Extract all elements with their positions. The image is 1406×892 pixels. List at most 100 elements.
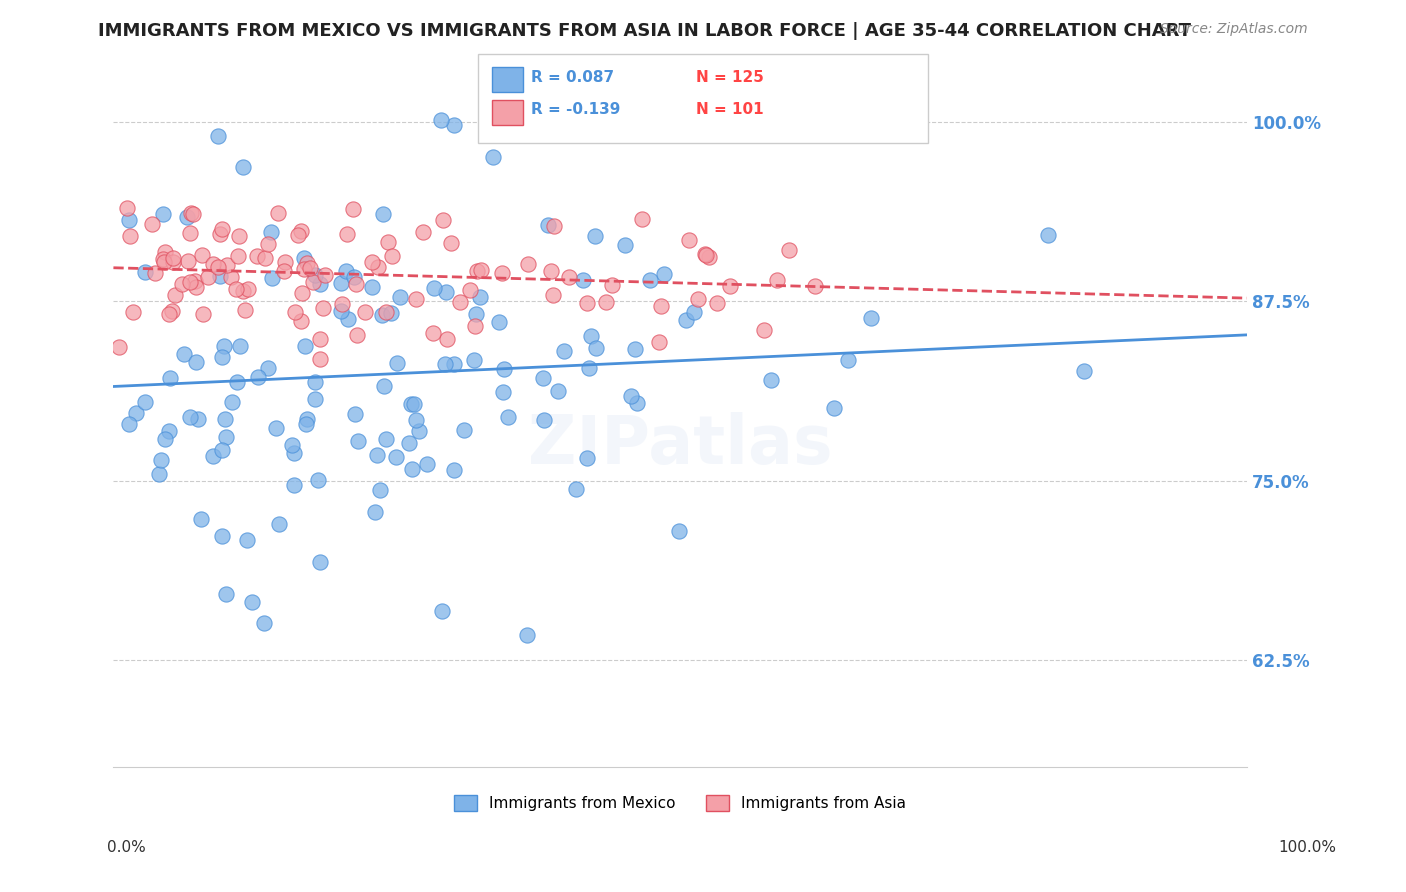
Immigrants from Mexico: [408, 424, 430, 438]
Text: R = -0.139: R = -0.139: [531, 103, 621, 117]
Immigrants from Mexico: [368, 483, 391, 497]
Immigrants from Asia: [346, 328, 368, 343]
Immigrants from Mexico: [371, 308, 394, 322]
Immigrants from Asia: [693, 246, 716, 260]
Immigrants from Asia: [299, 260, 322, 275]
Immigrants from Mexico: [572, 273, 595, 287]
Immigrants from Mexico: [564, 483, 586, 497]
Immigrants from Mexico: [531, 371, 554, 385]
Immigrants from Mexico: [264, 421, 287, 435]
Immigrants from Mexico: [430, 112, 453, 127]
Immigrants from Mexico: [576, 450, 599, 465]
Immigrants from Asia: [232, 284, 254, 298]
Immigrants from Mexico: [399, 397, 422, 411]
Immigrants from Mexico: [229, 339, 252, 353]
Immigrants from Mexico: [283, 478, 305, 492]
Immigrants from Asia: [308, 352, 330, 367]
Immigrants from Mexico: [335, 264, 357, 278]
Immigrants from Mexico: [125, 406, 148, 420]
Immigrants from Mexico: [269, 517, 291, 532]
Text: N = 125: N = 125: [696, 70, 763, 85]
Immigrants from Mexico: [214, 339, 236, 353]
Immigrants from Mexico: [221, 395, 243, 409]
Immigrants from Asia: [170, 277, 193, 292]
Immigrants from Asia: [207, 260, 229, 274]
Immigrants from Mexico: [152, 207, 174, 221]
Immigrants from Asia: [287, 227, 309, 242]
Immigrants from Mexico: [292, 251, 315, 265]
Immigrants from Asia: [176, 253, 198, 268]
Immigrants from Mexico: [640, 272, 662, 286]
Immigrants from Mexico: [215, 430, 238, 444]
Immigrants from Mexico: [215, 587, 238, 601]
Immigrants from Asia: [228, 229, 250, 244]
Immigrants from Mexico: [443, 357, 465, 371]
Immigrants from Mexico: [134, 394, 156, 409]
Immigrants from Mexico: [398, 436, 420, 450]
Immigrants from Asia: [273, 254, 295, 268]
Text: IMMIGRANTS FROM MEXICO VS IMMIGRANTS FROM ASIA IN LABOR FORCE | AGE 35-44 CORREL: IMMIGRANTS FROM MEXICO VS IMMIGRANTS FRO…: [98, 22, 1191, 40]
Immigrants from Mexico: [118, 212, 141, 227]
Immigrants from Asia: [257, 237, 280, 252]
Immigrants from Asia: [765, 273, 787, 287]
Immigrants from Mexico: [402, 397, 425, 411]
Immigrants from Mexico: [343, 407, 366, 421]
Immigrants from Mexico: [430, 603, 453, 617]
Immigrants from Mexico: [683, 305, 706, 319]
Immigrants from Mexico: [148, 467, 170, 482]
Immigrants from Asia: [117, 201, 139, 215]
Immigrants from Mexico: [553, 343, 575, 358]
Immigrants from Asia: [706, 296, 728, 310]
Immigrants from Asia: [336, 227, 359, 242]
Immigrants from Asia: [342, 202, 364, 216]
Immigrants from Mexico: [387, 356, 409, 370]
Immigrants from Asia: [543, 288, 565, 302]
Immigrants from Mexico: [465, 306, 488, 320]
Immigrants from Asia: [162, 252, 184, 266]
Immigrants from Mexico: [364, 505, 387, 519]
Immigrants from Asia: [465, 264, 488, 278]
Immigrants from Mexico: [157, 425, 180, 439]
Immigrants from Mexico: [373, 379, 395, 393]
Immigrants from Asia: [162, 255, 184, 269]
Immigrants from Mexico: [872, 101, 894, 115]
Immigrants from Mexico: [225, 375, 247, 389]
Immigrants from Asia: [179, 276, 201, 290]
Immigrants from Asia: [595, 295, 617, 310]
Immigrants from Mexico: [118, 417, 141, 432]
Immigrants from Mexico: [343, 269, 366, 284]
Immigrants from Asia: [157, 308, 180, 322]
Immigrants from Mexico: [211, 529, 233, 543]
Immigrants from Mexico: [375, 432, 398, 446]
Immigrants from Mexico: [492, 385, 515, 400]
Immigrants from Mexico: [201, 449, 224, 463]
Immigrants from Asia: [412, 226, 434, 240]
Immigrants from Asia: [202, 257, 225, 271]
Immigrants from Mexico: [159, 371, 181, 385]
Immigrants from Asia: [292, 261, 315, 276]
Immigrants from Mexico: [583, 229, 606, 244]
Immigrants from Asia: [803, 279, 825, 293]
Immigrants from Mexico: [242, 595, 264, 609]
Immigrants from Mexico: [134, 265, 156, 279]
Immigrants from Mexico: [516, 628, 538, 642]
Immigrants from Asia: [163, 288, 186, 302]
Immigrants from Asia: [217, 258, 239, 272]
Immigrants from Mexico: [581, 329, 603, 343]
Immigrants from Asia: [238, 282, 260, 296]
Text: R = 0.087: R = 0.087: [531, 70, 614, 85]
Immigrants from Asia: [295, 255, 318, 269]
Immigrants from Asia: [346, 277, 368, 292]
Immigrants from Asia: [686, 292, 709, 306]
Immigrants from Mexico: [236, 533, 259, 547]
Immigrants from Asia: [678, 233, 700, 247]
Immigrants from Asia: [375, 305, 398, 319]
Immigrants from Asia: [361, 255, 384, 269]
Immigrants from Mexico: [294, 339, 316, 353]
Immigrants from Mexico: [675, 312, 697, 326]
Immigrants from Mexico: [153, 433, 176, 447]
Immigrants from Mexico: [405, 413, 427, 427]
Immigrants from Mexico: [1036, 227, 1059, 242]
Immigrants from Asia: [273, 264, 295, 278]
Immigrants from Mexico: [422, 281, 444, 295]
